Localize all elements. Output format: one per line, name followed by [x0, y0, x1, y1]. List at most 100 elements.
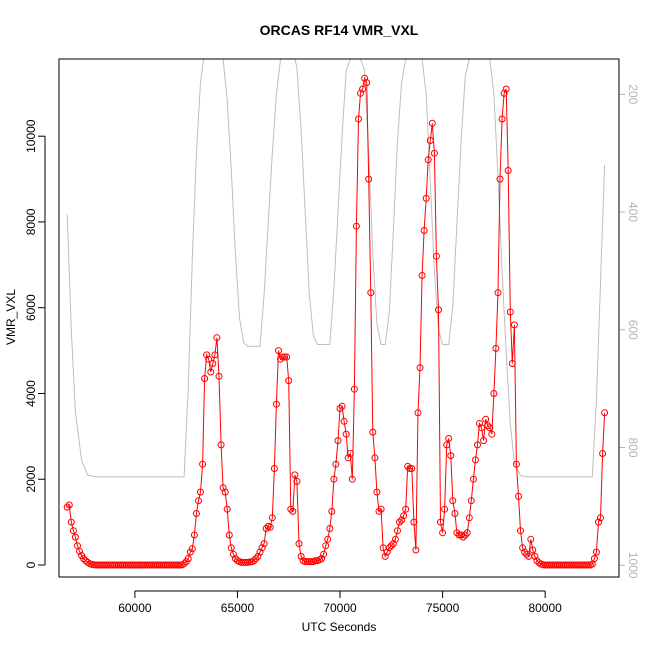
vmr-data-point	[211, 351, 219, 359]
pressure-series-line	[66, 59, 606, 478]
y-tick-label: 4000	[24, 380, 38, 407]
vmr-data-point	[418, 272, 426, 279]
vmr-data-point	[453, 529, 461, 537]
vmr-data-point	[451, 510, 459, 517]
vmr-data-point	[201, 375, 209, 382]
vmr-data-point	[590, 555, 598, 563]
vmr-data-point	[225, 531, 233, 539]
vmr-data-point	[441, 505, 449, 513]
vmr-data-point	[67, 518, 75, 526]
vmr-data-point	[391, 535, 399, 543]
vmr-data-point	[465, 514, 473, 522]
vmr-data-point	[474, 441, 481, 449]
vmr-data-point	[527, 535, 535, 543]
vmr-data-point	[363, 79, 371, 87]
vmr-data-point	[272, 400, 280, 408]
x-tick-label: 75000	[426, 601, 460, 615]
vmr-data-point	[383, 548, 391, 556]
vmr-data-point	[496, 175, 504, 183]
vmr-data-point	[510, 321, 518, 329]
vmr-data-point	[373, 488, 381, 496]
vmr-data-point	[281, 353, 289, 361]
vmr-data-point	[283, 353, 291, 361]
vmr-data-point	[508, 360, 516, 367]
vmr-data-point	[426, 137, 434, 144]
vmr-data-point	[355, 115, 362, 123]
vmr-data-point	[375, 507, 383, 515]
vmr-data-point	[381, 552, 389, 560]
vmr-data-point	[402, 505, 410, 513]
vmr-data-point	[344, 454, 352, 462]
vmr-data-point	[197, 488, 204, 496]
vmr-data-point	[478, 424, 486, 432]
vmr-data-point	[486, 424, 494, 432]
vmr-data-point	[254, 552, 262, 560]
vmr-data-point	[595, 518, 602, 526]
vmr-data-point	[447, 452, 455, 460]
vmr-data-point	[275, 347, 282, 355]
vmr-data-point	[400, 512, 408, 520]
vmr-data-point	[71, 533, 79, 541]
y2-tick-label: 400	[626, 202, 640, 222]
vmr-data-point	[199, 460, 207, 468]
vmr-data-point	[517, 527, 524, 535]
vmr-data-point	[437, 518, 444, 526]
vmr-data-point	[406, 465, 414, 472]
vmr-data-point	[599, 450, 607, 457]
vmr-data-point	[80, 555, 88, 563]
vmr-data-point	[250, 557, 258, 565]
vmr-data-point	[340, 417, 348, 425]
vmr-data-point	[192, 510, 200, 517]
pressure-series-layer	[66, 59, 606, 478]
vmr-data-point	[277, 355, 284, 363]
vmr-data-point	[266, 523, 274, 531]
vmr-data-point	[592, 548, 600, 556]
x-tick-label: 65000	[221, 601, 255, 615]
vmr-data-point	[352, 222, 360, 230]
vmr-data-point	[432, 252, 440, 260]
vmr-data-point	[215, 372, 223, 380]
vmr-data-point	[293, 477, 301, 485]
vmr-data-point	[488, 430, 496, 438]
vmr-data-point	[531, 552, 539, 560]
y-tick-label: 10000	[24, 119, 38, 153]
vmr-data-point	[291, 471, 299, 479]
vmr-data-point	[203, 351, 211, 359]
vmr-data-point	[467, 497, 475, 505]
vmr-data-point	[322, 542, 330, 550]
vmr-data-point	[394, 527, 401, 535]
vmr-data-point	[412, 546, 420, 554]
vmr-data-point	[408, 465, 416, 472]
vmr-data-point	[476, 420, 483, 427]
vmr-data-point	[213, 334, 221, 342]
vmr-data-point	[207, 368, 215, 376]
vmr-data-point	[377, 505, 385, 513]
vmr-data-point	[498, 115, 506, 123]
vmr-data-point	[504, 167, 512, 174]
vmr-data-point	[332, 460, 340, 468]
vmr-data-point	[430, 149, 438, 157]
vmr-data-point	[346, 450, 354, 457]
vmr-data-point	[223, 505, 231, 513]
vmr-series-layer	[63, 74, 609, 569]
vmr-data-point	[262, 525, 270, 532]
vmr-data-point	[502, 85, 510, 93]
vmr-data-point	[252, 555, 260, 563]
vmr-data-point	[500, 89, 508, 97]
vmr-data-point	[494, 289, 502, 297]
vmr-data-point	[420, 227, 428, 234]
vmr-data-point	[416, 364, 424, 372]
y-axis-label: VMR_VXL	[4, 289, 18, 345]
x-tick-label: 80000	[528, 601, 562, 615]
y2-tick-label: 200	[626, 84, 640, 104]
vmr-data-point	[492, 344, 500, 352]
vmr-data-point	[338, 402, 346, 410]
vmr-data-point	[597, 514, 604, 522]
y2-tick-label: 1000	[626, 552, 640, 579]
vmr-data-point	[348, 475, 356, 483]
vmr-data-point	[311, 557, 319, 565]
vmr-data-point	[65, 501, 73, 509]
vmr-data-point	[326, 525, 334, 532]
vmr-data-point	[457, 531, 465, 539]
